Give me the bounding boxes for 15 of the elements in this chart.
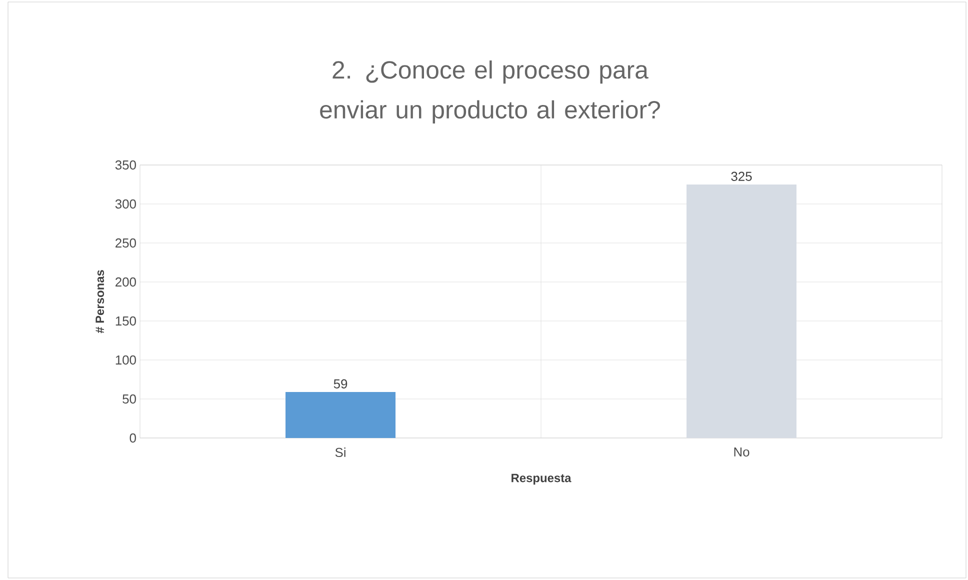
y-tick-label: 200 xyxy=(116,277,136,287)
x-axis-title: Respuesta xyxy=(512,474,572,485)
chart-title: 2. ¿Conoce el proceso para enviar un producto al exterior? xyxy=(320,60,660,124)
x-tick-label: No xyxy=(734,448,750,457)
y-tick-label: 0 xyxy=(130,433,136,443)
x-tick-label: Si xyxy=(335,448,346,458)
data-label: 59 xyxy=(334,379,348,388)
data-label: 325 xyxy=(731,172,752,181)
y-tick-label: 250 xyxy=(116,238,136,248)
y-tick-label: 150 xyxy=(116,316,136,326)
y-tick-label: 50 xyxy=(122,394,136,404)
y-tick-label: 100 xyxy=(116,355,136,365)
y-axis-title: # Personas xyxy=(96,270,104,334)
y-tick-label: 300 xyxy=(115,199,136,209)
y-tick-label: 350 xyxy=(115,160,136,170)
